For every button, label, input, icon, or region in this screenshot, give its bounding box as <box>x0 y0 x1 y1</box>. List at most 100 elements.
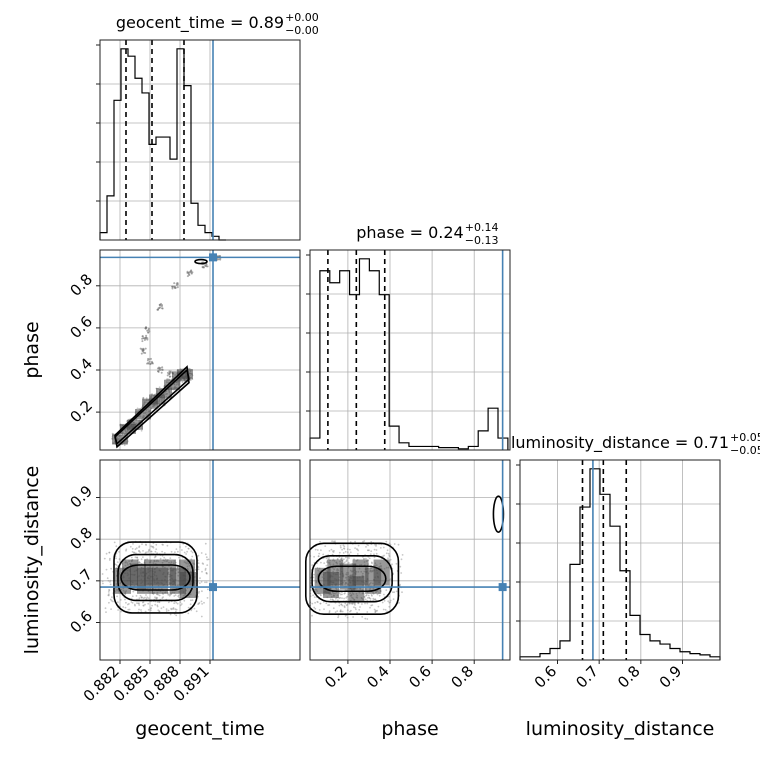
phase-distance-joint-sample-point <box>346 616 349 619</box>
phase-distance-joint-sample-point <box>346 603 349 606</box>
phase-distance-joint-sample-point <box>382 546 385 549</box>
geocent-distance-joint-sample-point <box>134 604 136 607</box>
geocent-distance-joint-sample-point <box>173 602 176 605</box>
geocent-phase-joint-frame <box>99 249 301 451</box>
phase-distance-joint-sample-point <box>395 590 398 593</box>
geocent-distance-joint-sample-point <box>107 579 110 582</box>
phase-distance-joint-sample-point <box>354 540 356 543</box>
geocent-phase-joint-density-cell <box>112 434 128 445</box>
phase-distance-joint-sample-point <box>325 564 328 567</box>
geocent-distance-joint-sample-point <box>135 595 138 597</box>
geocent-distance-joint-sample-point <box>131 595 134 598</box>
phase-distance-joint-sample-point <box>375 545 377 547</box>
geocent-phase-joint-trail-point <box>147 357 150 360</box>
geocent-distance-joint-sample-point <box>163 552 166 554</box>
geocent-time-marginal-hist-bar <box>156 137 163 240</box>
geocent-distance-joint-sample-point <box>176 602 179 605</box>
phase-distance-joint-frame <box>309 459 511 661</box>
geocent-distance-joint-contour <box>113 541 198 614</box>
phase-distance-joint-sample-point <box>355 548 358 550</box>
geocent-time-marginal-hist-bar <box>128 56 135 240</box>
geocent-time-marginal-hist-bar <box>121 49 128 240</box>
geocent-distance-joint-sample-point <box>109 583 112 586</box>
phase-distance-joint-sample-point <box>332 607 335 610</box>
phase-axis-xtick-label: 0.6 <box>405 662 435 692</box>
distance-marginal-hist-bar <box>540 654 550 660</box>
phase-distance-joint-sample-point <box>334 597 337 600</box>
geocent-phase-joint-trail-point <box>176 282 179 284</box>
geocent-distance-joint-sample-point <box>105 552 108 555</box>
phase-distance-joint-sample-point <box>343 605 346 607</box>
geocent-phase-joint-trail-point <box>161 369 164 371</box>
phase-distance-joint-sample-point <box>342 544 345 547</box>
geocent-distance-joint-sample-point <box>174 610 177 613</box>
phase-distance-joint-sample-point <box>344 550 347 553</box>
phase-distance-joint-sample-point <box>324 545 327 547</box>
distance-marginal-title-median: 0.71 <box>693 433 729 452</box>
geocent-distance-joint-sample-point <box>179 546 181 548</box>
geocent-distance-joint-sample-point <box>205 581 208 584</box>
phase-distance-joint-sample-point <box>314 601 316 604</box>
geocent-distance-joint-sample-point <box>142 597 145 600</box>
phase-axis-xtick-label: 0.8 <box>447 662 477 692</box>
geocent-distance-joint-sample-point <box>145 551 148 554</box>
geocent-distance-joint-sample-point <box>193 607 196 610</box>
geocent-distance-joint-sample-point <box>197 603 200 605</box>
phase-distance-joint-sample-point <box>385 589 388 591</box>
phase-marginal-title: phase = 0.24 <box>356 223 463 242</box>
geocent-distance-joint-sample-point <box>141 596 143 599</box>
phase-distance-joint-sample-point <box>369 597 372 600</box>
geocent-phase-joint-trail-point <box>157 370 160 373</box>
phase-distance-joint-sample-point <box>365 546 367 548</box>
geocent-distance-joint-sample-point <box>134 548 137 551</box>
geocent-distance-joint-sample-point <box>135 547 138 549</box>
phase-distance-joint-sample-point <box>317 555 320 558</box>
geocent-phase-joint-trail-point <box>143 337 146 340</box>
phase-distance-joint-sample-point <box>339 609 342 612</box>
phase-marginal-hist-bar <box>359 259 369 450</box>
distance-marginal-hist-bar <box>660 644 670 660</box>
phase-distance-joint-sample-point <box>377 605 380 608</box>
phase-distance-joint-sample-point <box>322 553 325 556</box>
geocent-distance-joint-sample-point <box>199 577 201 579</box>
phase-distance-joint-sample-point <box>363 540 366 542</box>
geocent-time-marginal-title: geocent_time = 0.89 <box>116 13 284 33</box>
phase-distance-joint-sample-point <box>385 552 388 555</box>
geocent-distance-joint-truth-marker <box>209 583 217 592</box>
phase-distance-joint-sample-point <box>364 598 367 601</box>
phase-distance-joint-sample-point <box>332 551 335 553</box>
geocent-distance-joint-sample-point <box>116 595 118 598</box>
geocent-time-marginal-panel <box>100 40 300 240</box>
geocent-distance-joint-sample-point <box>147 551 149 553</box>
phase-distance-joint-sample-point <box>379 547 382 549</box>
geocent-phase-joint-density-cell <box>127 419 143 430</box>
phase-distance-joint-density-cell <box>348 576 365 603</box>
phase-distance-joint-contour <box>304 542 400 615</box>
phase-distance-joint-sample-point <box>388 542 391 545</box>
phase-distance-joint-sample-point <box>364 617 367 620</box>
geocent-distance-joint-sample-point <box>144 603 146 606</box>
phase-distance-joint-sample-point <box>357 549 360 552</box>
phase-distance-joint-sample-point <box>312 594 314 597</box>
geocent-distance-joint-sample-point <box>131 550 134 553</box>
geocent-distance-joint-sample-point <box>200 600 203 603</box>
phase-distance-joint-sample-point <box>370 541 373 543</box>
geocent-distance-joint-sample-point <box>169 557 172 559</box>
phase-distance-joint-sample-point <box>319 602 322 605</box>
geocent-distance-joint-sample-point <box>167 601 170 604</box>
geocent-distance-joint-sample-point <box>145 543 147 546</box>
geocent-time-marginal-title-median: 0.89 <box>248 13 284 32</box>
phase-distance-joint-sample-point <box>381 601 384 604</box>
geocent-time-marginal-hist-bar <box>135 78 142 240</box>
phase-distance-joint-sample-point <box>353 606 355 609</box>
phase-marginal-hist-bar <box>419 446 429 450</box>
geocent-time-marginal-title-err-plus: +0.00 <box>285 11 319 24</box>
phase-distance-joint-sample-point <box>399 565 402 568</box>
phase-distance-joint-sample-point <box>400 558 403 561</box>
geocent-time-marginal-hist-bar <box>100 233 107 240</box>
phase-distance-joint-sample-point <box>359 606 361 608</box>
phase-distance-joint-sample-point <box>314 548 317 551</box>
geocent-phase-joint-trail-point <box>160 305 163 308</box>
geocent-distance-joint-sample-point <box>197 592 200 594</box>
geocent-phase-joint-trail-point <box>205 263 208 266</box>
